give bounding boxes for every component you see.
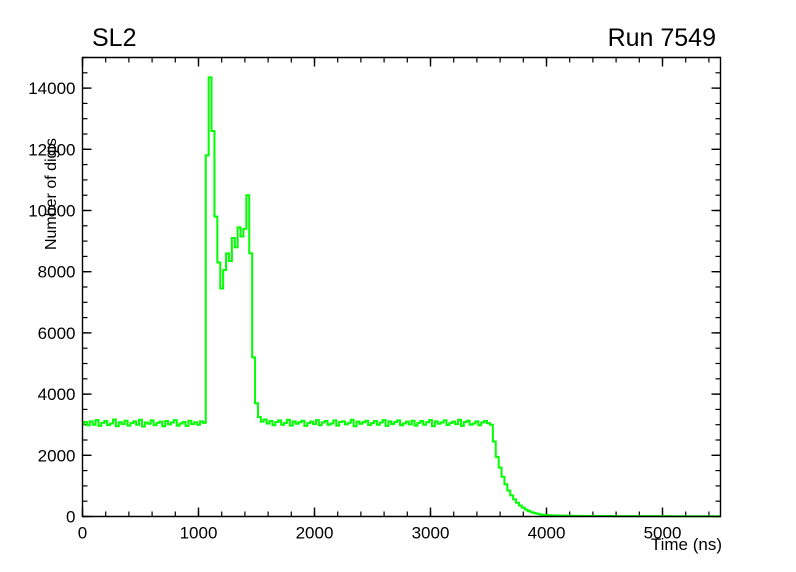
axis-minor-ticks — [81, 56, 721, 518]
y-tick-label: 8000 — [38, 263, 76, 282]
y-tick-label: 6000 — [38, 324, 76, 343]
x-tick-label: 2000 — [296, 524, 334, 543]
x-tick-label: 5000 — [644, 524, 682, 543]
x-tick-label: 4000 — [528, 524, 566, 543]
y-tick-label: 12000 — [28, 140, 75, 159]
y-tick-label: 14000 — [28, 79, 75, 98]
x-tick-label: 1000 — [180, 524, 218, 543]
axis-major-ticks — [81, 57, 721, 518]
y-tick-label: 4000 — [38, 385, 76, 404]
plot-frame — [81, 56, 722, 518]
y-tick-label: 0 — [66, 508, 75, 527]
data-series-line — [82, 76, 721, 518]
x-tick-label: 0 — [78, 524, 87, 543]
page-title: SL2 — [92, 24, 137, 52]
y-tick-label: 2000 — [38, 446, 76, 465]
run-label: Run 7549 — [607, 24, 716, 52]
x-tick-label: 3000 — [412, 524, 450, 543]
x-axis-title: Time (ns) — [650, 535, 722, 554]
axis-tick-labels: 0 1000 2000 3000 4000 5000 0 2000 4000 6000 8000 10… — [28, 79, 681, 542]
y-tick-label: 10000 — [28, 202, 75, 221]
